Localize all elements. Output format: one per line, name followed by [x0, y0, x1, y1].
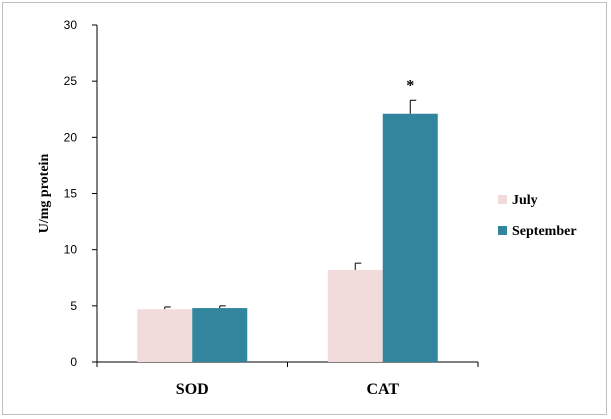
- y-tick-label: 25: [64, 74, 78, 88]
- legend-label-september: September: [512, 224, 577, 239]
- bar-series: [137, 114, 438, 362]
- y-tick-label: 20: [64, 130, 78, 144]
- y-axis-ticks: 0 5 10 15 20 25 30: [64, 18, 97, 369]
- y-axis-title: U/mg protein: [37, 154, 52, 234]
- x-category-label: SOD: [176, 381, 209, 398]
- x-axis-ticks: SOD CAT: [97, 362, 478, 398]
- bar-july-cat: [328, 270, 383, 362]
- y-tick-label: 10: [64, 243, 78, 257]
- chart-annotations: *: [406, 77, 414, 94]
- legend-swatch-july: [498, 195, 507, 204]
- y-tick-label: 30: [64, 18, 78, 32]
- x-category-label: CAT: [366, 381, 399, 398]
- bar-september-sod: [192, 308, 247, 362]
- chart-legend: July September: [498, 193, 577, 239]
- significance-marker: *: [406, 77, 414, 94]
- legend-label-july: July: [512, 193, 538, 208]
- bar-september-cat: [383, 114, 438, 362]
- y-tick-label: 15: [64, 187, 78, 201]
- legend-swatch-september: [498, 226, 507, 235]
- bar-july-sod: [137, 309, 192, 362]
- y-tick-label: 5: [70, 299, 77, 313]
- y-tick-label: 0: [70, 355, 77, 369]
